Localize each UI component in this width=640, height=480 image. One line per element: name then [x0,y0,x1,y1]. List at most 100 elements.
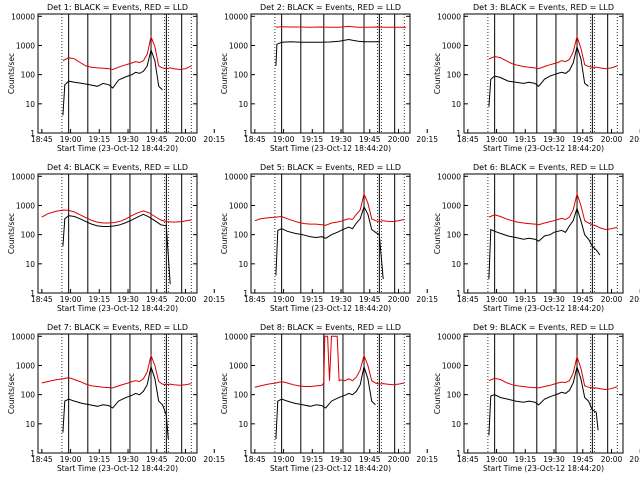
events-series-line [275,205,384,280]
y-tick-label: 1 [243,289,248,298]
events-series-line [275,364,376,440]
y-tick-label: 1000 [442,361,461,370]
x-axis-label: Start Time (23-Oct-12 18:44:20) [483,304,604,313]
events-series-line [62,213,171,285]
x-axis-label: Start Time (23-Oct-12 18:44:20) [57,464,178,473]
lld-series-line [62,34,192,71]
x-tick-label: 19:00 [486,455,508,464]
plot-frame [37,173,198,294]
x-tick-label: 20:15 [416,455,438,464]
x-axis-label: Start Time (23-Oct-12 18:44:20) [57,304,178,313]
x-tick-label: 19:45 [572,295,594,304]
y-tick-label: 1 [243,449,248,458]
lld-series-line [41,353,192,389]
lld-series-line [275,25,407,28]
x-tick-label: 19:30 [543,135,565,144]
x-tick-label: 20:15 [629,455,640,464]
y-tick-label: 10000 [437,332,461,341]
x-tick-label: 20:15 [629,135,640,144]
x-tick-label: 19:30 [330,135,352,144]
x-tick-label: 19:45 [572,135,594,144]
x-tick-label: 20:00 [175,135,197,144]
y-tick-label: 10000 [224,12,248,21]
x-tick-label: 20:00 [601,135,623,144]
y-tick-label: 100 [21,231,36,240]
x-tick-label: 19:30 [543,455,565,464]
x-tick-label: 20:15 [416,295,438,304]
y-tick-label: 10000 [437,172,461,181]
x-tick-label: 18:45 [457,295,479,304]
panel-8: Det 8: BLACK = Events, RED = LLD 1 10 100 10… [220,323,438,473]
x-tick-label: 18:45 [31,295,53,304]
x-axis-label: Start Time (23-Oct-12 18:44:20) [270,464,391,473]
plot-frame [250,333,411,454]
x-tick-label: 19:00 [273,135,295,144]
lld-series-line [488,34,618,70]
panel-title: Det 6: BLACK = Events, RED = LLD [473,163,614,172]
x-tick-label: 19:00 [486,295,508,304]
plot-frame [37,333,198,454]
x-tick-label: 19:00 [60,135,82,144]
plot-frame [463,13,624,134]
y-axis-label: Counts/sec [433,373,442,414]
panel-1: Det 1: BLACK = Events, RED = LLD 1 10 100 10… [7,3,225,153]
y-axis-label: Counts/sec [7,53,16,94]
x-tick-label: 20:15 [203,295,225,304]
x-tick-label: 19:15 [514,295,536,304]
events-series-line [488,364,599,436]
y-tick-label: 10 [451,260,461,269]
panel-7: Det 7: BLACK = Events, RED = LLD 1 10 100 10… [7,323,225,473]
y-tick-label: 1 [30,449,35,458]
y-tick-label: 100 [447,231,462,240]
y-tick-label: 10000 [11,332,35,341]
y-tick-label: 1000 [229,201,248,210]
y-tick-label: 10 [238,420,248,429]
x-tick-label: 18:45 [457,135,479,144]
plot-frame [250,13,411,134]
plot-frame [463,173,624,294]
x-tick-label: 20:00 [388,135,410,144]
y-tick-label: 1000 [16,361,35,370]
y-tick-label: 10000 [224,172,248,181]
x-axis-label: Start Time (23-Oct-12 18:44:20) [270,144,391,153]
panel-title: Det 2: BLACK = Events, RED = LLD [260,3,401,12]
events-series-line [62,48,163,116]
panel-3: Det 3: BLACK = Events, RED = LLD 1 10 100 10… [433,3,640,153]
x-tick-label: 19:15 [514,135,536,144]
y-axis-label: Counts/sec [433,53,442,94]
x-tick-label: 19:15 [514,455,536,464]
plot-frame [37,13,198,134]
x-tick-label: 19:45 [572,455,594,464]
x-tick-label: 19:45 [146,455,168,464]
x-tick-label: 20:00 [388,295,410,304]
x-tick-label: 20:00 [175,295,197,304]
x-tick-label: 19:30 [117,455,139,464]
panel-title: Det 8: BLACK = Events, RED = LLD [260,323,401,332]
x-tick-label: 18:45 [31,135,53,144]
y-tick-label: 1 [243,129,248,138]
y-tick-label: 10 [451,100,461,109]
x-tick-label: 18:45 [244,455,266,464]
y-tick-label: 100 [21,391,36,400]
x-tick-label: 18:45 [457,455,479,464]
y-tick-label: 1000 [442,41,461,50]
y-tick-label: 1 [456,289,461,298]
panel-title: Det 4: BLACK = Events, RED = LLD [47,163,188,172]
y-axis-label: Counts/sec [220,373,229,414]
y-tick-label: 100 [234,231,249,240]
x-tick-label: 19:30 [330,295,352,304]
x-tick-label: 19:30 [330,455,352,464]
x-tick-label: 19:00 [273,455,295,464]
panel-title: Det 5: BLACK = Events, RED = LLD [260,163,401,172]
y-tick-label: 1000 [16,41,35,50]
panel-title: Det 7: BLACK = Events, RED = LLD [47,323,188,332]
lld-series-line [254,192,405,226]
events-series-line [488,206,601,280]
panel-title: Det 1: BLACK = Events, RED = LLD [47,3,188,12]
x-tick-label: 19:45 [146,135,168,144]
events-series-line [488,44,589,107]
plot-frame [463,333,624,454]
x-tick-label: 19:30 [543,295,565,304]
x-tick-label: 20:00 [601,295,623,304]
x-tick-label: 20:00 [175,455,197,464]
